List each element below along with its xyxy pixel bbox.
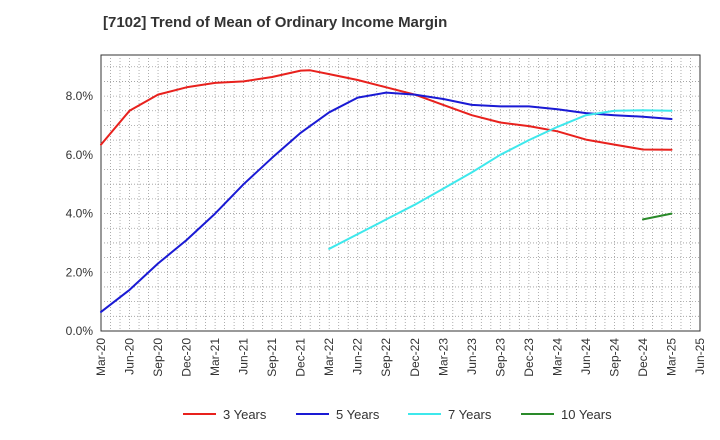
x-tick-label: Mar-23 — [436, 338, 450, 376]
x-tick-label: Dec-20 — [180, 338, 194, 377]
x-tick-label: Mar-24 — [550, 338, 564, 376]
x-tick-label: Jun-22 — [351, 338, 365, 375]
x-tick-label: Jun-24 — [579, 338, 593, 375]
x-tick-label: Dec-24 — [636, 338, 650, 377]
x-tick-label: Dec-21 — [294, 338, 308, 377]
plot-area — [100, 54, 701, 332]
x-tick-label: Mar-25 — [664, 338, 678, 376]
x-tick-label: Mar-21 — [208, 338, 222, 376]
x-tick-label: Jun-21 — [237, 338, 251, 375]
y-tick-label: 2.0% — [66, 265, 94, 279]
grid-lines — [101, 55, 700, 331]
series-lines — [100, 69, 673, 313]
series-line-10-years — [642, 212, 673, 221]
x-tick-label: Dec-22 — [408, 338, 422, 377]
series-line-3-years — [100, 69, 673, 151]
legend-label: 7 Years — [448, 407, 492, 422]
x-tick-label: Dec-23 — [522, 338, 536, 377]
legend-label: 10 Years — [561, 407, 612, 422]
chart-title: [7102] Trend of Mean of Ordinary Income … — [103, 14, 448, 31]
series-line-7-years — [328, 109, 673, 250]
x-tick-label: Sep-21 — [265, 338, 279, 377]
x-tick-label: Jun-20 — [123, 338, 137, 375]
y-tick-label: 8.0% — [66, 89, 94, 103]
legend-label: 3 Years — [223, 407, 267, 422]
legend: 3 Years 5 Years 7 Years 10 Years — [183, 407, 612, 422]
x-tick-label: Jun-25 — [693, 338, 707, 375]
x-tick-label: Mar-22 — [322, 338, 336, 376]
x-tick-label: Sep-20 — [151, 338, 165, 377]
series-line-5-years — [100, 91, 673, 313]
x-tick-label: Mar-20 — [94, 338, 108, 376]
x-tick-label: Sep-22 — [379, 338, 393, 377]
x-tick-label: Sep-23 — [493, 338, 507, 377]
y-tick-label: 0.0% — [66, 324, 94, 338]
x-tick-label: Sep-24 — [607, 338, 621, 377]
axis-labels: 0.0% 2.0% 4.0% 6.0% 8.0% Mar-20 Jun-20 Sep-20 De… — [66, 89, 707, 377]
x-tick-label: Jun-23 — [465, 338, 479, 375]
y-tick-label: 6.0% — [66, 148, 94, 162]
y-tick-label: 4.0% — [66, 207, 94, 221]
legend-label: 5 Years — [336, 407, 380, 422]
